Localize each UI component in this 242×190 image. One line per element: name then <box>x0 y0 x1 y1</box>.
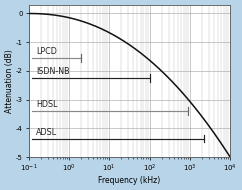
X-axis label: Frequency (kHz): Frequency (kHz) <box>98 176 160 185</box>
Text: ISDN-NB: ISDN-NB <box>36 67 70 76</box>
Y-axis label: Attenuation (dB): Attenuation (dB) <box>5 49 14 113</box>
Text: HDSL: HDSL <box>36 100 58 109</box>
Text: LPCD: LPCD <box>36 47 57 56</box>
Text: ADSL: ADSL <box>36 127 57 136</box>
